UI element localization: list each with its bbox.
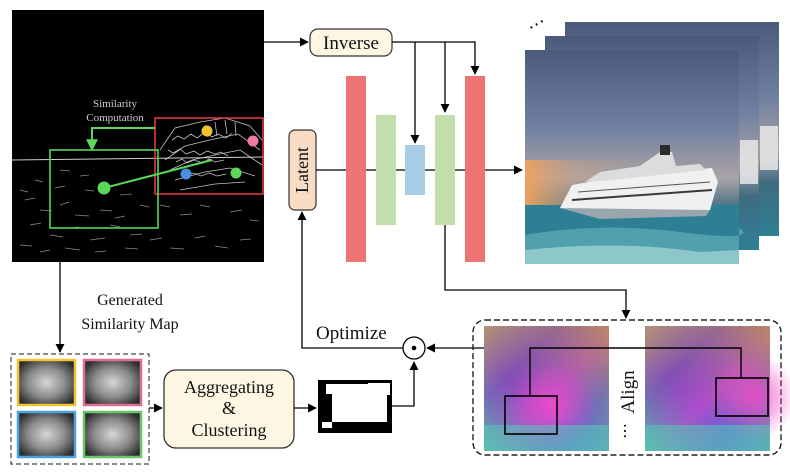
- similarity-maps-panel: [10, 353, 150, 465]
- feature-region-box-left: [504, 395, 558, 435]
- latent-label: Latent: [292, 147, 312, 193]
- water-edge-scribbles: [19, 169, 260, 253]
- point-blue: [180, 168, 192, 180]
- stack-ellipsis: ⋯: [524, 11, 550, 37]
- similarity-map-green: [82, 410, 143, 459]
- binary-mask: [318, 380, 392, 433]
- aggregating-clustering-box: [163, 369, 295, 449]
- edge-image-panel: Similarity Computation: [11, 10, 265, 262]
- aggregating-clustering-block: Aggregating & Clustering: [163, 369, 295, 449]
- aggregating-label: Aggregating: [184, 377, 274, 397]
- similarity-computation-label-line1: Similarity: [93, 98, 138, 110]
- feature-map-left: [484, 326, 609, 451]
- generated-similarity-map-label-line2: Similarity Map: [81, 316, 178, 333]
- point-pink: [247, 135, 259, 147]
- unet-encoder-block-1: [346, 76, 366, 262]
- align-ellipsis: ⋯: [617, 423, 634, 439]
- unet: [346, 76, 485, 262]
- query-region-box: [154, 117, 264, 195]
- optimize-label: Optimize: [316, 323, 387, 344]
- similarity-arrow: [86, 127, 155, 152]
- odot-center: [411, 345, 417, 351]
- feature-region-box-right: [715, 377, 769, 417]
- point-green-small: [230, 167, 242, 179]
- feature-maps-panel: Align ⋯: [472, 316, 790, 456]
- ampersand-label: &: [222, 398, 236, 418]
- similarity-maps-dashed-frame: [10, 353, 150, 465]
- unet-encoder-block-2: [376, 115, 396, 225]
- inverse-block: Inverse: [309, 28, 393, 57]
- point-yellow: [201, 125, 213, 137]
- align-label: Align: [618, 370, 639, 414]
- odot-operator: [402, 336, 426, 360]
- similarity-map-pink: [82, 358, 143, 407]
- unet-decoder-block-2: [465, 76, 485, 262]
- target-region-box: [49, 149, 159, 229]
- generated-similarity-map-label-line1: Generated: [97, 292, 163, 309]
- similarity-map-yellow: [16, 358, 77, 407]
- latent-block: Latent: [288, 129, 317, 211]
- point-connection-line: [103, 159, 213, 189]
- align-connector: [529, 347, 742, 396]
- point-green-large: [97, 181, 111, 195]
- feature-extraction-arrow: [444, 225, 631, 319]
- feature-map-right: [645, 316, 790, 451]
- similarity-computation-label-line2: Computation: [86, 112, 144, 124]
- unet-middle-block: [405, 145, 425, 195]
- unet-decoder-block-1: [435, 115, 455, 225]
- generated-image-stack: ⋯: [524, 11, 779, 264]
- optimize-arrow: [297, 211, 403, 349]
- generated-image-front: [525, 50, 744, 264]
- clustering-label: Clustering: [192, 420, 267, 440]
- mask-to-odot-arrow: [392, 361, 419, 407]
- inverse-injection-arrows: [392, 41, 480, 144]
- similarity-map-blue: [16, 410, 77, 459]
- inverse-label: Inverse: [323, 33, 379, 54]
- edge-horizon: [11, 156, 265, 161]
